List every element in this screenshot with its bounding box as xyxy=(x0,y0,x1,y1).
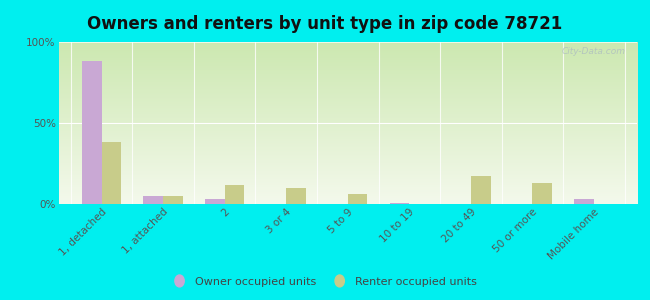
Bar xyxy=(144,196,163,204)
Bar xyxy=(574,199,594,204)
Bar xyxy=(389,203,410,204)
Bar xyxy=(348,194,367,204)
Bar xyxy=(225,184,244,204)
Bar xyxy=(471,176,491,204)
Bar xyxy=(82,61,101,204)
Bar xyxy=(205,199,225,204)
Bar xyxy=(163,196,183,204)
Bar xyxy=(101,142,122,204)
Legend: Owner occupied units, Renter occupied units: Owner occupied units, Renter occupied un… xyxy=(168,272,482,291)
Text: City-Data.com: City-Data.com xyxy=(562,47,625,56)
Bar xyxy=(532,183,552,204)
Text: Owners and renters by unit type in zip code 78721: Owners and renters by unit type in zip c… xyxy=(87,15,563,33)
Bar xyxy=(286,188,306,204)
